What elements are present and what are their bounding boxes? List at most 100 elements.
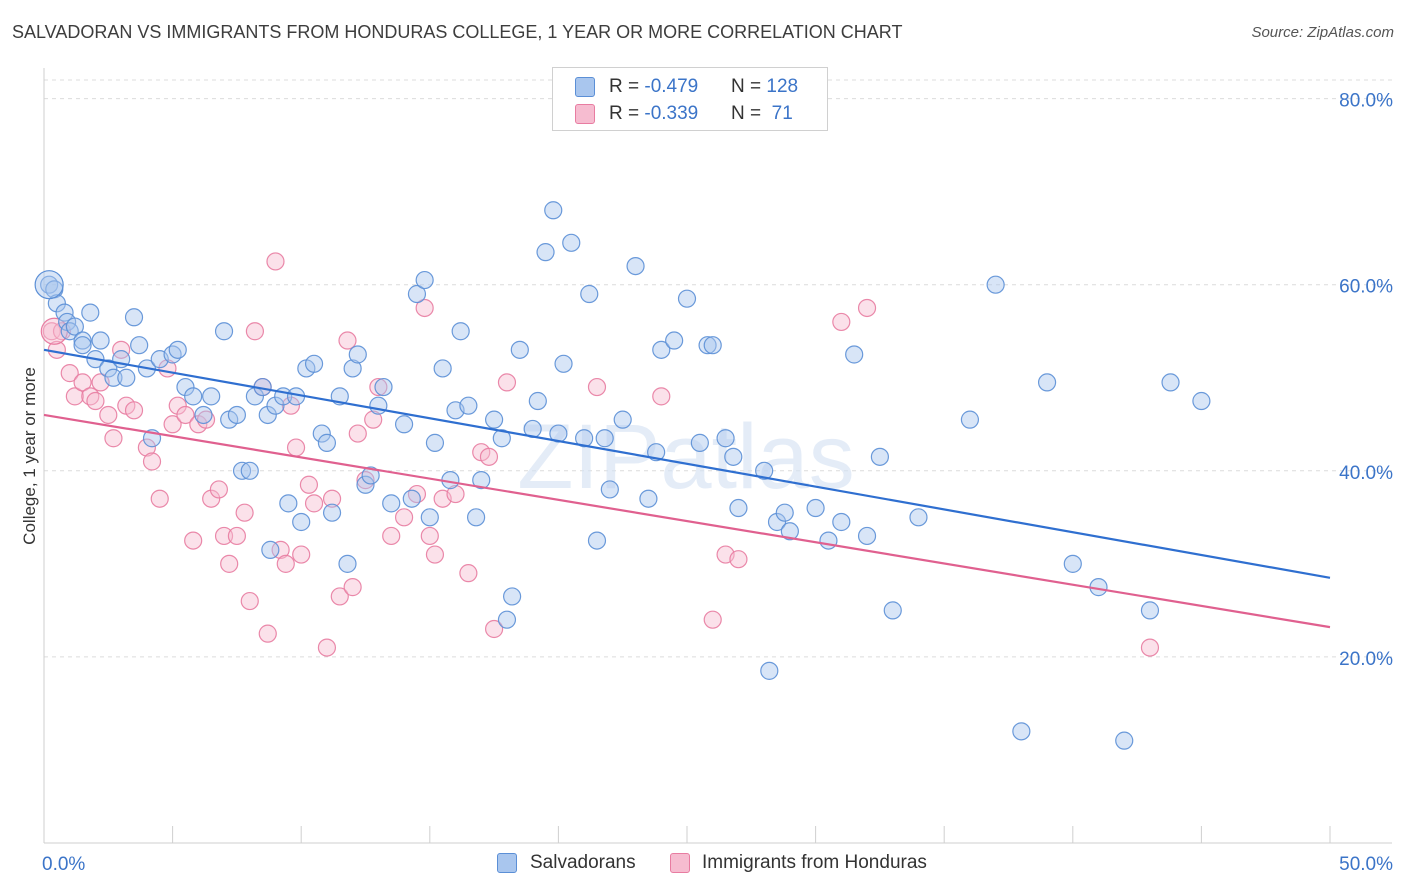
data-point — [142, 452, 162, 471]
data-point — [1140, 601, 1160, 620]
axes — [43, 68, 1392, 844]
bottom-legend-swatch-pink — [670, 853, 690, 873]
y-tick-label: 80.0% — [1339, 91, 1393, 112]
data-point — [479, 447, 499, 466]
data-point — [150, 489, 169, 508]
data-point — [214, 322, 234, 341]
legend-r-label: R = — [609, 76, 645, 97]
bottom-legend-label: Immigrants from Honduras — [702, 852, 927, 873]
legend-swatch-pink — [575, 104, 595, 124]
data-point — [322, 489, 342, 508]
data-point — [112, 340, 131, 359]
data-point — [415, 298, 434, 318]
legend-r-value: -0.339 — [644, 103, 699, 124]
data-point — [258, 624, 277, 643]
data-point — [698, 336, 717, 355]
x-tick-label: 50.0% — [1339, 854, 1393, 875]
data-point — [227, 526, 246, 546]
data-point — [47, 294, 66, 313]
data-point — [845, 345, 864, 364]
data-point — [806, 498, 825, 518]
data-point — [528, 391, 547, 411]
data-point — [176, 377, 195, 397]
data-point — [729, 550, 748, 569]
data-point — [459, 564, 478, 583]
data-point — [857, 298, 877, 318]
data-point — [73, 336, 92, 355]
data-point — [130, 336, 149, 355]
data-point — [1115, 731, 1134, 750]
series-salvadorans-points — [34, 201, 1211, 750]
data-point — [703, 336, 722, 355]
data-point — [503, 587, 522, 606]
data-point — [407, 284, 427, 304]
legend-r-value: -0.479 — [644, 76, 699, 97]
data-point — [137, 438, 156, 457]
trend-line-salvadorans — [43, 348, 1331, 579]
data-point — [227, 405, 246, 425]
data-point — [65, 387, 84, 406]
y-tick-label: 60.0% — [1339, 277, 1393, 298]
data-point — [485, 410, 504, 429]
data-point — [767, 512, 787, 532]
data-point — [703, 610, 722, 629]
legend-n-label: N = — [731, 76, 767, 97]
data-point — [575, 429, 594, 448]
data-point — [202, 387, 221, 406]
data-point — [1037, 373, 1057, 392]
data-point — [81, 303, 100, 322]
data-point — [451, 322, 470, 341]
data-point — [304, 494, 324, 513]
data-point — [1012, 722, 1031, 741]
data-point — [91, 331, 110, 350]
data-point — [870, 447, 890, 466]
data-point — [729, 498, 748, 518]
data-point — [343, 578, 362, 597]
data-point — [472, 471, 491, 490]
data-point — [382, 526, 401, 546]
data-point — [261, 540, 280, 559]
data-point — [544, 201, 563, 220]
data-point — [312, 424, 331, 443]
data-point — [497, 373, 517, 392]
legend-n-value: 128 — [766, 76, 799, 97]
data-point — [724, 447, 743, 466]
x-tick-label: 0.0% — [42, 854, 85, 875]
data-point — [276, 554, 295, 573]
data-point — [587, 531, 607, 550]
data-point — [595, 429, 614, 448]
data-point — [292, 512, 311, 532]
data-point — [322, 503, 342, 522]
data-point — [104, 429, 123, 448]
data-point — [554, 354, 573, 373]
data-point — [415, 270, 434, 290]
data-point — [1140, 638, 1160, 657]
correlation-legend: R = -0.479 N = 128 R = -0.339 N = 71 — [552, 67, 828, 131]
data-point — [124, 401, 144, 420]
data-point — [690, 433, 709, 452]
data-point — [960, 410, 980, 429]
data-point — [124, 308, 144, 327]
data-point — [245, 322, 265, 341]
data-point — [73, 331, 92, 350]
data-point — [104, 368, 123, 387]
data-point — [626, 256, 645, 276]
data-point — [510, 340, 529, 359]
bottom-legend-label: Salvadorans — [530, 852, 636, 873]
data-point — [281, 396, 301, 415]
data-point — [433, 359, 452, 378]
data-point — [466, 508, 486, 527]
data-point — [73, 373, 92, 392]
data-point — [1192, 391, 1211, 411]
data-point — [652, 387, 671, 406]
y-tick-label: 40.0% — [1339, 463, 1393, 484]
trend-line-honduras — [43, 413, 1331, 629]
data-point — [271, 540, 290, 559]
data-point — [497, 610, 517, 629]
data-point — [240, 461, 259, 480]
data-point — [348, 424, 367, 443]
data-point — [117, 368, 136, 387]
data-point — [343, 359, 362, 378]
data-point — [639, 489, 658, 508]
